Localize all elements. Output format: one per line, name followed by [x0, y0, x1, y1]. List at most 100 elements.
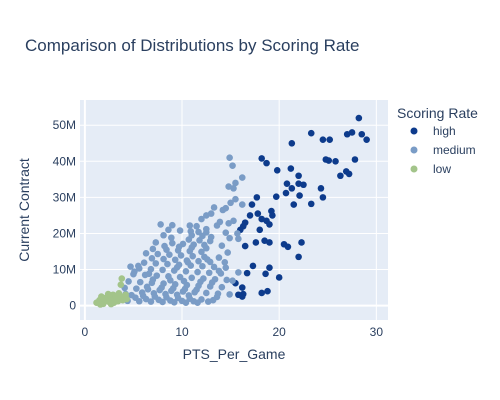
data-point-high[interactable]	[238, 284, 246, 291]
data-point-medium[interactable]	[162, 290, 169, 298]
data-point-medium[interactable]	[204, 298, 212, 305]
data-point-high[interactable]	[266, 264, 273, 272]
data-point-medium[interactable]	[218, 283, 226, 291]
data-point-medium[interactable]	[227, 199, 234, 207]
data-point-medium[interactable]	[169, 239, 176, 247]
data-point-medium[interactable]	[224, 249, 231, 256]
data-point-medium[interactable]	[142, 249, 150, 257]
data-point-medium[interactable]	[148, 255, 156, 262]
data-point-high[interactable]	[325, 157, 333, 164]
data-point-medium[interactable]	[232, 195, 239, 203]
data-point-medium[interactable]	[230, 217, 237, 225]
data-point-high[interactable]	[298, 239, 305, 246]
data-point-medium[interactable]	[134, 262, 142, 270]
data-point-medium[interactable]	[203, 289, 210, 297]
data-point-medium[interactable]	[176, 227, 184, 234]
data-point-high[interactable]	[307, 200, 315, 208]
data-point-medium[interactable]	[199, 262, 206, 270]
data-point-high[interactable]	[249, 262, 257, 270]
data-point-medium[interactable]	[238, 174, 246, 181]
data-point-low[interactable]	[115, 290, 123, 297]
data-point-medium[interactable]	[143, 283, 151, 291]
data-point-medium[interactable]	[185, 236, 193, 243]
data-point-medium[interactable]	[222, 229, 230, 237]
data-point-medium[interactable]	[150, 290, 158, 297]
data-point-high[interactable]	[253, 194, 261, 201]
data-point-medium[interactable]	[238, 201, 246, 208]
data-point-medium[interactable]	[173, 291, 181, 299]
data-point-low[interactable]	[117, 281, 125, 288]
legend-item-medium[interactable]: medium	[410, 143, 476, 157]
legend[interactable]: high medium low	[410, 124, 476, 176]
data-point-medium[interactable]	[160, 255, 167, 263]
data-point-medium[interactable]	[235, 235, 242, 243]
data-point-medium[interactable]	[232, 179, 239, 187]
data-point-high[interactable]	[290, 201, 298, 208]
data-point-high[interactable]	[363, 136, 370, 143]
data-point-medium[interactable]	[198, 248, 205, 256]
data-point-high[interactable]	[345, 170, 353, 178]
data-point-low[interactable]	[97, 301, 104, 308]
data-point-high[interactable]	[358, 130, 366, 138]
data-point-high[interactable]	[332, 158, 339, 165]
data-point-high[interactable]	[256, 226, 264, 234]
data-point-medium[interactable]	[223, 276, 231, 284]
data-point-medium[interactable]	[235, 269, 242, 276]
data-point-medium[interactable]	[147, 298, 155, 305]
data-point-high[interactable]	[258, 289, 265, 297]
data-point-medium[interactable]	[196, 236, 203, 244]
data-point-medium[interactable]	[131, 268, 138, 275]
data-point-high[interactable]	[246, 212, 254, 219]
data-point-medium[interactable]	[193, 286, 200, 294]
data-point-medium[interactable]	[149, 245, 157, 253]
data-point-medium[interactable]	[171, 256, 179, 264]
data-point-high[interactable]	[288, 185, 296, 192]
data-point-medium[interactable]	[178, 297, 186, 305]
data-point-low[interactable]	[118, 275, 126, 282]
data-point-high[interactable]	[348, 129, 356, 136]
data-point-medium[interactable]	[229, 277, 236, 284]
data-point-medium[interactable]	[145, 270, 153, 278]
data-point-medium[interactable]	[158, 284, 165, 291]
data-point-high[interactable]	[266, 239, 273, 246]
data-point-medium[interactable]	[152, 239, 160, 246]
data-point-medium[interactable]	[149, 276, 157, 283]
data-point-medium[interactable]	[168, 234, 175, 242]
data-point-medium[interactable]	[219, 206, 227, 214]
data-point-medium[interactable]	[205, 269, 213, 277]
data-point-medium[interactable]	[218, 242, 226, 250]
data-point-high[interactable]	[272, 193, 280, 200]
data-point-medium[interactable]	[164, 260, 171, 268]
data-point-medium[interactable]	[186, 247, 194, 255]
data-point-medium[interactable]	[154, 250, 162, 258]
data-point-medium[interactable]	[208, 279, 216, 286]
data-point-medium[interactable]	[132, 294, 139, 301]
data-point-medium[interactable]	[152, 260, 160, 267]
data-point-medium[interactable]	[216, 218, 224, 226]
data-point-high[interactable]	[283, 180, 291, 187]
data-point-medium[interactable]	[203, 244, 210, 252]
data-point-medium[interactable]	[215, 267, 223, 275]
data-point-high[interactable]	[252, 239, 260, 246]
data-point-medium[interactable]	[159, 266, 166, 274]
data-point-medium[interactable]	[127, 263, 134, 270]
data-point-medium[interactable]	[169, 221, 176, 229]
data-point-medium[interactable]	[226, 154, 233, 162]
data-point-high[interactable]	[282, 189, 290, 197]
data-point-high[interactable]	[317, 185, 325, 192]
data-point-high[interactable]	[284, 243, 292, 251]
data-point-medium[interactable]	[167, 297, 174, 304]
data-point-high[interactable]	[241, 242, 249, 250]
data-point-high[interactable]	[258, 155, 265, 162]
data-point-medium[interactable]	[234, 230, 241, 237]
data-point-medium[interactable]	[180, 277, 188, 285]
data-point-low[interactable]	[107, 300, 115, 308]
data-point-medium[interactable]	[194, 268, 201, 276]
data-point-medium[interactable]	[221, 258, 229, 266]
data-point-medium[interactable]	[206, 237, 214, 245]
data-point-medium[interactable]	[207, 210, 215, 217]
data-point-high[interactable]	[351, 156, 359, 163]
data-point-high[interactable]	[288, 139, 296, 147]
data-point-high[interactable]	[326, 136, 334, 143]
data-point-medium[interactable]	[142, 295, 150, 303]
